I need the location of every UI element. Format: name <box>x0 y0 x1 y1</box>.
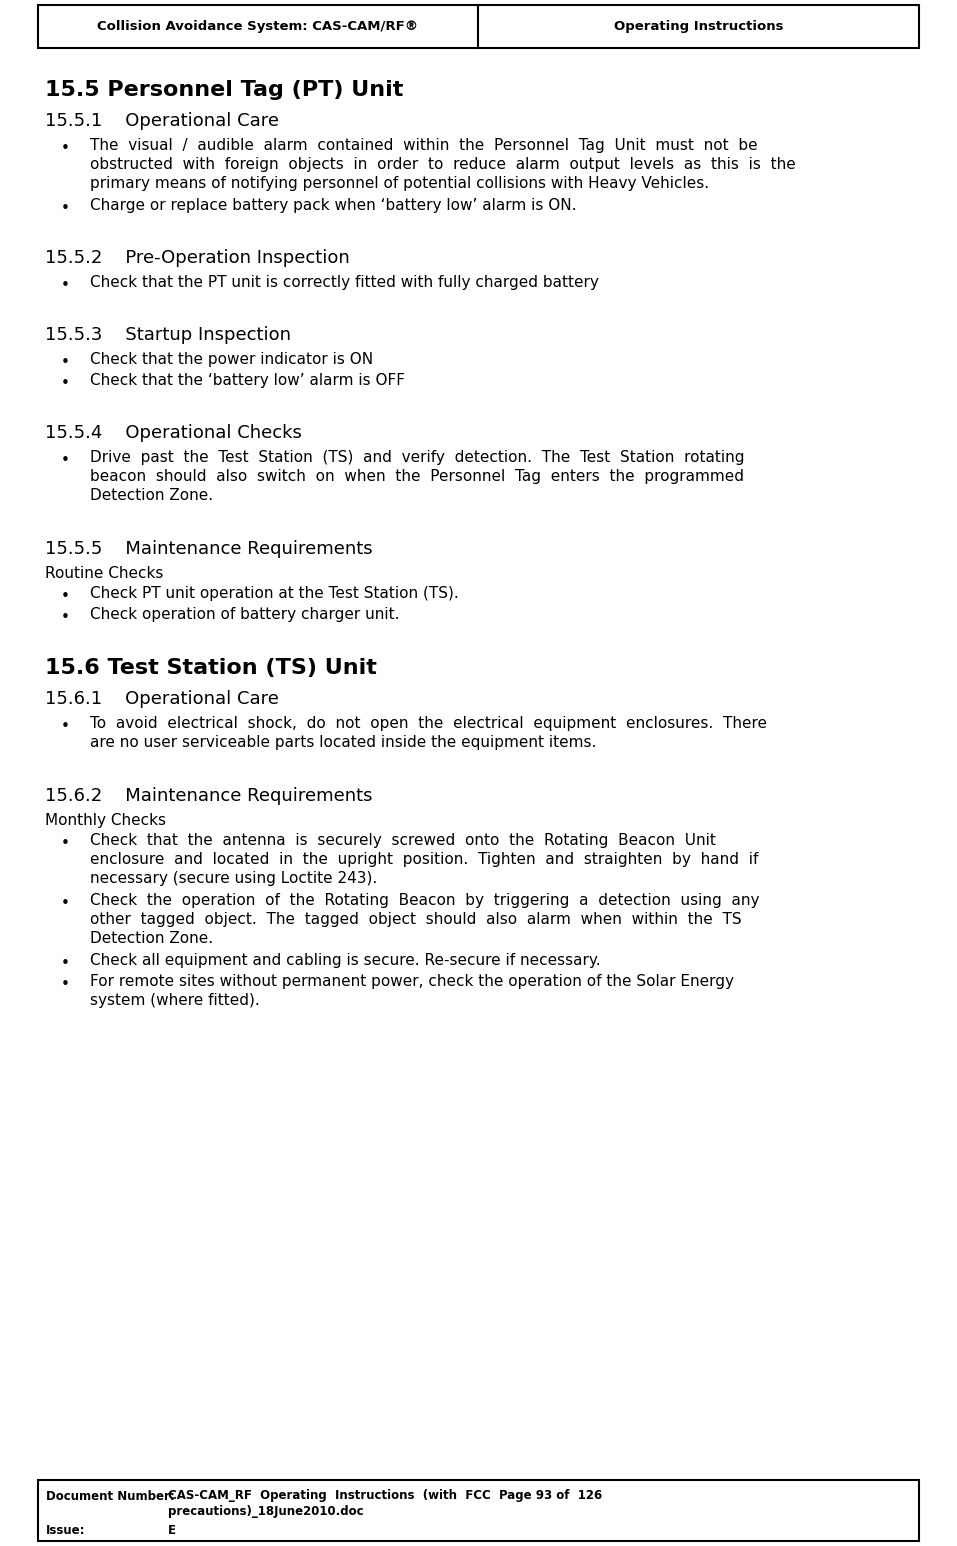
Text: Monthly Checks: Monthly Checks <box>45 813 166 829</box>
Text: Charge or replace battery pack when ‘battery low’ alarm is ON.: Charge or replace battery pack when ‘bat… <box>90 198 576 213</box>
Text: •: • <box>60 897 70 911</box>
Text: Check  the  operation  of  the  Rotating  Beacon  by  triggering  a  detection  : Check the operation of the Rotating Beac… <box>90 894 760 908</box>
Text: Detection Zone.: Detection Zone. <box>90 489 213 502</box>
Text: •: • <box>60 611 70 625</box>
Text: 15.5.5    Maintenance Requirements: 15.5.5 Maintenance Requirements <box>45 540 372 558</box>
Text: •: • <box>60 201 70 216</box>
Text: Drive  past  the  Test  Station  (TS)  and  verify  detection.  The  Test  Stati: Drive past the Test Station (TS) and ver… <box>90 450 745 465</box>
Text: Check operation of battery charger unit.: Check operation of battery charger unit. <box>90 608 399 621</box>
Text: Check that the PT unit is correctly fitted with fully charged battery: Check that the PT unit is correctly fitt… <box>90 275 599 291</box>
Text: 15.6 Test Station (TS) Unit: 15.6 Test Station (TS) Unit <box>45 659 377 679</box>
Text: •: • <box>60 141 70 156</box>
Text: beacon  should  also  switch  on  when  the  Personnel  Tag  enters  the  progra: beacon should also switch on when the Pe… <box>90 468 744 484</box>
Text: enclosure  and  located  in  the  upright  position.  Tighten  and  straighten  : enclosure and located in the upright pos… <box>90 852 758 867</box>
Text: 15.5.4    Operational Checks: 15.5.4 Operational Checks <box>45 424 301 442</box>
Text: 15.5.3    Startup Inspection: 15.5.3 Startup Inspection <box>45 326 291 345</box>
Text: •: • <box>60 955 70 971</box>
Text: Collision Avoidance System: CAS-CAM/RF®: Collision Avoidance System: CAS-CAM/RF® <box>98 20 418 32</box>
Text: •: • <box>60 453 70 468</box>
Text: 15.5 Personnel Tag (PT) Unit: 15.5 Personnel Tag (PT) Unit <box>45 80 403 100</box>
Text: 15.6.2    Maintenance Requirements: 15.6.2 Maintenance Requirements <box>45 787 372 805</box>
Text: system (where fitted).: system (where fitted). <box>90 993 259 1008</box>
Text: Detection Zone.: Detection Zone. <box>90 931 213 946</box>
Bar <box>38 5 919 48</box>
Text: precautions)_18June2010.doc: precautions)_18June2010.doc <box>168 1506 364 1518</box>
Text: •: • <box>60 356 70 369</box>
Text: The  visual  /  audible  alarm  contained  within  the  Personnel  Tag  Unit  mu: The visual / audible alarm contained wit… <box>90 138 758 153</box>
Text: •: • <box>60 836 70 850</box>
Text: For remote sites without permanent power, check the operation of the Solar Energ: For remote sites without permanent power… <box>90 974 734 989</box>
Text: Issue:: Issue: <box>46 1523 85 1537</box>
Text: Check PT unit operation at the Test Station (TS).: Check PT unit operation at the Test Stat… <box>90 586 458 601</box>
Text: are no user serviceable parts located inside the equipment items.: are no user serviceable parts located in… <box>90 734 596 750</box>
Text: •: • <box>60 278 70 294</box>
Text: •: • <box>60 719 70 734</box>
Text: Check that the ‘battery low’ alarm is OFF: Check that the ‘battery low’ alarm is OF… <box>90 373 405 388</box>
Text: Check  that  the  antenna  is  securely  screwed  onto  the  Rotating  Beacon  U: Check that the antenna is securely screw… <box>90 833 716 849</box>
Text: E: E <box>168 1523 176 1537</box>
Text: To  avoid  electrical  shock,  do  not  open  the  electrical  equipment  enclos: To avoid electrical shock, do not open t… <box>90 716 767 731</box>
Text: Operating Instructions: Operating Instructions <box>613 20 783 32</box>
Text: Routine Checks: Routine Checks <box>45 566 164 581</box>
Text: 15.6.1    Operational Care: 15.6.1 Operational Care <box>45 690 278 708</box>
Bar <box>38 1480 919 1541</box>
Text: primary means of notifying personnel of potential collisions with Heavy Vehicles: primary means of notifying personnel of … <box>90 176 709 192</box>
Text: •: • <box>60 977 70 993</box>
Text: Check that the power indicator is ON: Check that the power indicator is ON <box>90 352 373 366</box>
Text: CAS-CAM_RF  Operating  Instructions  (with  FCC  Page 93 of  126: CAS-CAM_RF Operating Instructions (with … <box>168 1489 602 1503</box>
Text: 15.5.2    Pre-Operation Inspection: 15.5.2 Pre-Operation Inspection <box>45 249 349 267</box>
Text: Check all equipment and cabling is secure. Re-secure if necessary.: Check all equipment and cabling is secur… <box>90 952 601 968</box>
Text: necessary (secure using Loctite 243).: necessary (secure using Loctite 243). <box>90 870 377 886</box>
Text: 15.5.1    Operational Care: 15.5.1 Operational Care <box>45 111 279 130</box>
Text: other  tagged  object.  The  tagged  object  should  also  alarm  when  within  : other tagged object. The tagged object s… <box>90 912 742 928</box>
Text: •: • <box>60 589 70 604</box>
Text: Document Number:: Document Number: <box>46 1489 175 1503</box>
Text: •: • <box>60 376 70 391</box>
Text: obstructed  with  foreign  objects  in  order  to  reduce  alarm  output  levels: obstructed with foreign objects in order… <box>90 158 796 172</box>
